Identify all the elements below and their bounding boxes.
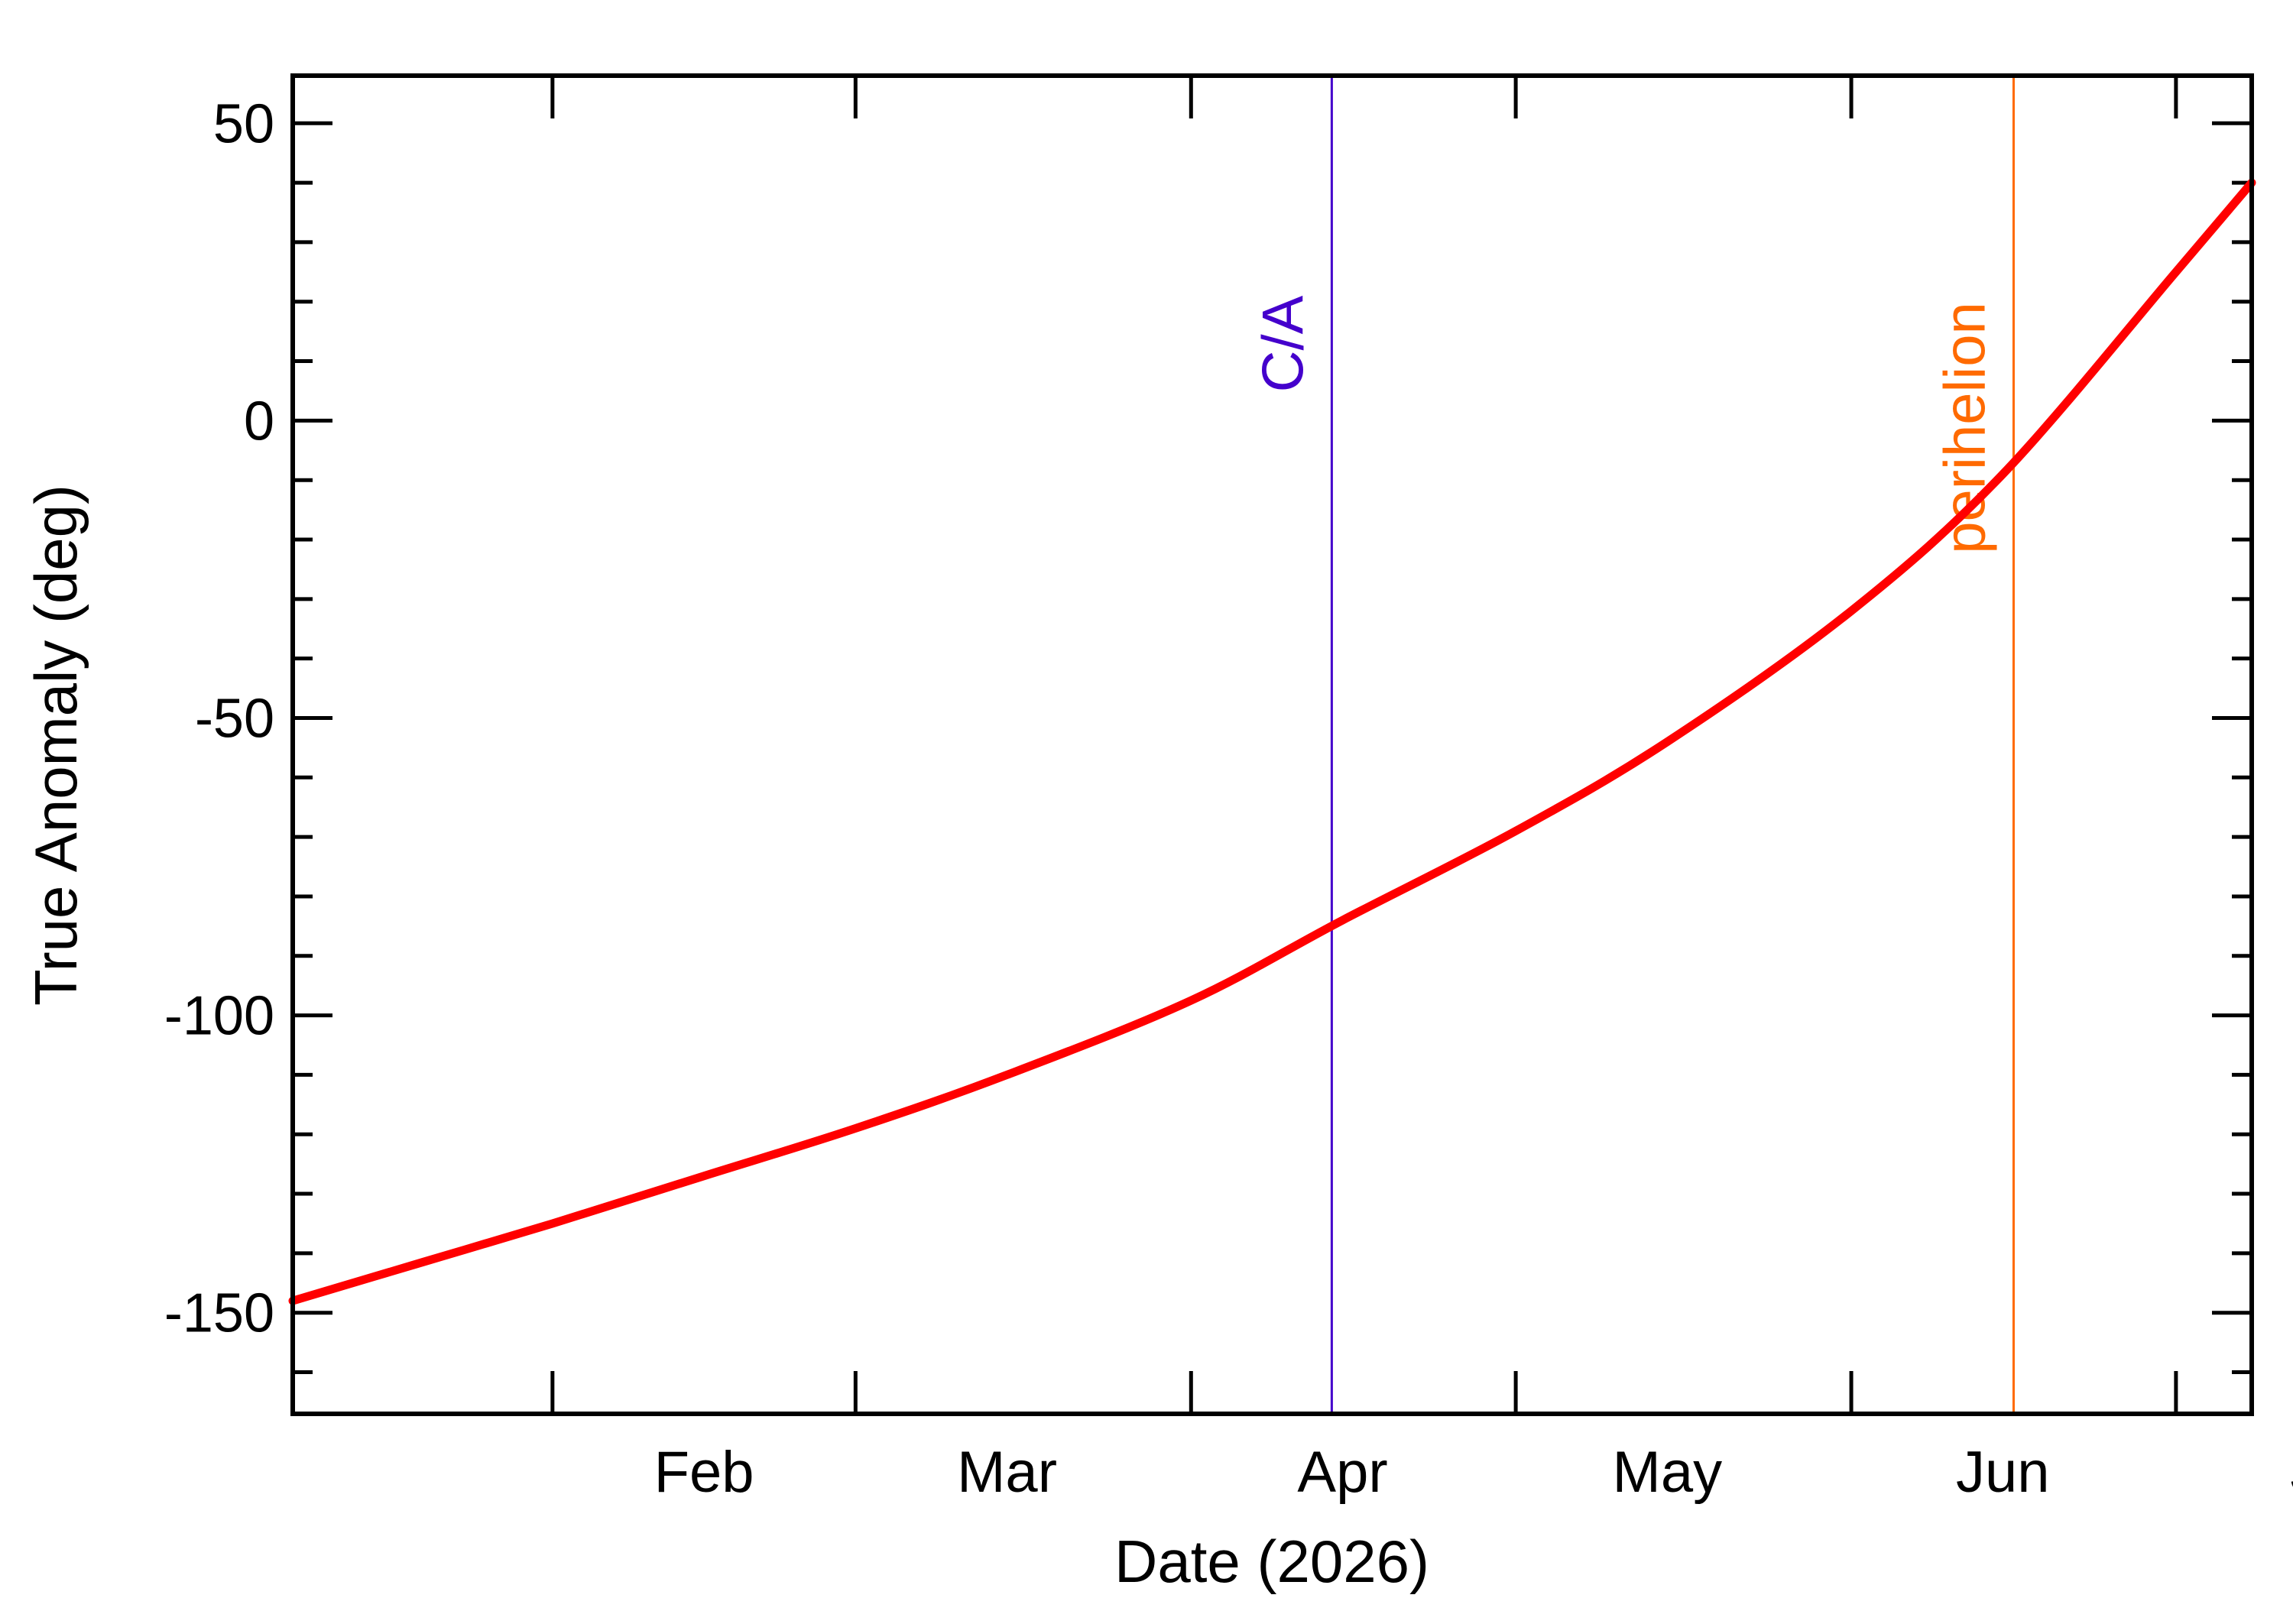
x-month-label: Mar (957, 1440, 1057, 1505)
x-month-label: Jun (1956, 1440, 2050, 1505)
marker-label: C/A (1250, 295, 1315, 392)
event-markers: C/A perihelion (1250, 76, 2015, 1414)
y-axis-label: True Anomaly (deg) (22, 485, 89, 1006)
y-tick-label: -50 (195, 688, 274, 749)
data-series (288, 178, 2256, 1305)
x-month-label: May (1613, 1440, 1723, 1505)
y-tick-label: -150 (164, 1283, 274, 1344)
tick-labels: 50 0 -50 -100 -150 Feb Mar Apr May Jun Jul (164, 93, 2293, 1505)
x-month-label: Apr (1297, 1440, 1387, 1505)
x-month-label: Jul (2291, 1440, 2293, 1505)
y-tick-label: 50 (213, 93, 274, 154)
y-tick-label: 0 (244, 391, 274, 452)
x-month-label: Feb (654, 1440, 754, 1505)
plot-frame (290, 73, 2254, 1416)
x-axis-label: Date (2026) (1114, 1528, 1429, 1595)
axis-ticks (293, 76, 2252, 1414)
y-tick-label: -100 (164, 986, 274, 1047)
series-line (288, 178, 2256, 1305)
